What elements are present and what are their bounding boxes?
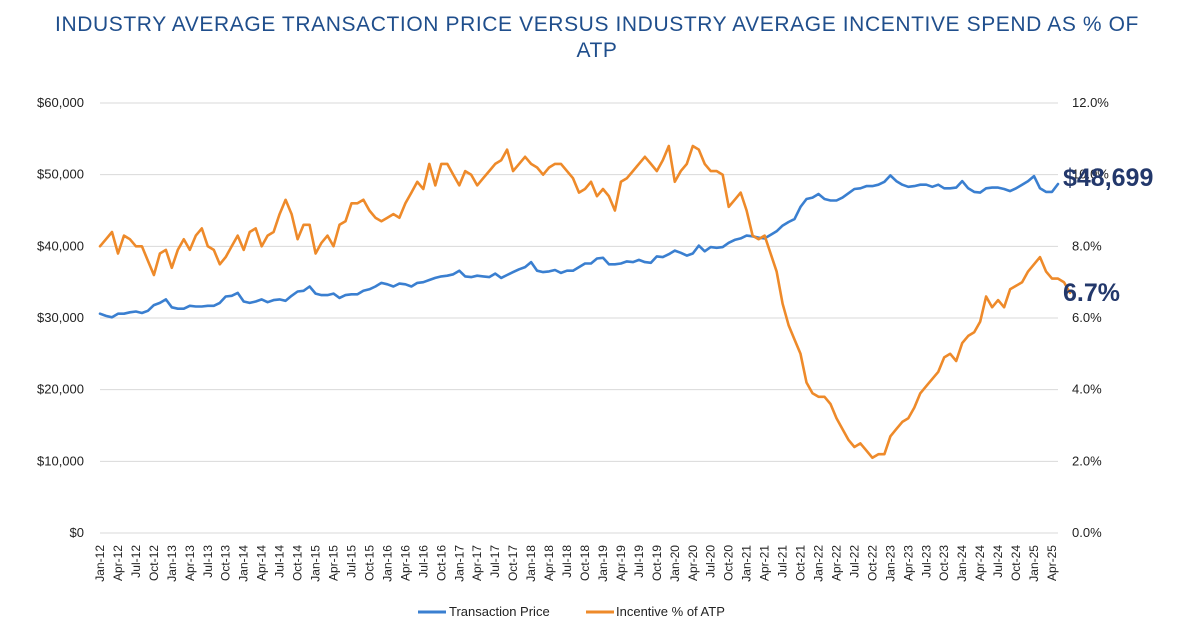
x-tick-label: Jan-14 (237, 545, 251, 582)
x-tick-label: Oct-19 (650, 545, 664, 581)
right-tick-label: 6.0% (1072, 310, 1102, 325)
x-tick-label: Oct-14 (291, 545, 305, 581)
x-tick-label: Apr-15 (327, 545, 341, 581)
transaction-price-line (98, 174, 1060, 319)
left-tick-label: $0 (70, 525, 84, 540)
x-tick-label: Jan-23 (883, 545, 897, 582)
x-tick-label: Jan-18 (524, 545, 538, 582)
x-tick-label: Jan-13 (165, 545, 179, 582)
left-tick-label: $60,000 (37, 95, 84, 110)
legend-label-incentive: Incentive % of ATP (616, 604, 725, 619)
x-tick-label: Oct-22 (865, 545, 879, 581)
x-tick-label: Jul-13 (201, 545, 215, 578)
x-tick-label: Oct-16 (434, 545, 448, 581)
left-tick-label: $40,000 (37, 238, 84, 253)
left-axis-ticks: $0 $10,000 $20,000 $30,000 $40,000 $50,000 $60… (37, 95, 84, 540)
x-tick-label: Oct-20 (722, 545, 736, 581)
x-tick-label: Apr-22 (829, 545, 843, 581)
x-tick-label: Oct-21 (794, 545, 808, 581)
x-tick-label: Jul-23 (919, 545, 933, 578)
x-tick-label: Apr-24 (973, 545, 987, 581)
x-tick-label: Jul-14 (273, 545, 287, 578)
right-tick-label: 2.0% (1072, 453, 1102, 468)
x-tick-label: Oct-24 (1009, 545, 1023, 581)
x-tick-label: Apr-20 (686, 545, 700, 581)
chart-title-line-1: INDUSTRY AVERAGE TRANSACTION PRICE VERSU… (55, 13, 1139, 36)
right-tick-label: 12.0% (1072, 95, 1109, 110)
x-tick-label: Jan-19 (596, 545, 610, 582)
x-tick-label: Apr-21 (758, 545, 772, 581)
x-tick-label: Jan-12 (93, 545, 107, 582)
x-tick-label: Jul-15 (344, 545, 358, 578)
x-tick-label: Apr-23 (901, 545, 915, 581)
right-tick-label: 0.0% (1072, 525, 1102, 540)
x-tick-label: Apr-25 (1045, 545, 1059, 581)
right-tick-label: 4.0% (1072, 382, 1102, 397)
x-tick-label: Apr-19 (614, 545, 628, 581)
x-tick-label: Jul-20 (704, 545, 718, 578)
x-tick-label: Jul-22 (847, 545, 861, 578)
x-tick-label: Oct-18 (578, 545, 592, 581)
legend: Transaction Price Incentive % of ATP (418, 604, 725, 619)
x-tick-label: Oct-23 (937, 545, 951, 581)
x-tick-label: Apr-12 (111, 545, 125, 581)
x-tick-label: Apr-18 (542, 545, 556, 581)
atp-callout-label: $48,699 (1063, 164, 1153, 192)
x-tick-label: Oct-15 (362, 545, 376, 581)
incentive-callout-label: 6.7% (1063, 279, 1120, 307)
legend-label-transaction-price: Transaction Price (449, 604, 550, 619)
x-tick-label: Jul-17 (488, 545, 502, 578)
right-tick-label: 8.0% (1072, 238, 1102, 253)
x-tick-label: Jan-25 (1027, 545, 1041, 582)
x-tick-label: Jan-21 (740, 545, 754, 582)
x-tick-label: Jul-16 (416, 545, 430, 578)
x-tick-label: Jul-12 (129, 545, 143, 578)
x-tick-label: Jul-19 (632, 545, 646, 578)
incentive-line (98, 144, 1072, 460)
x-tick-label: Apr-17 (470, 545, 484, 581)
left-tick-label: $30,000 (37, 310, 84, 325)
gridlines (100, 102, 1058, 534)
x-tick-label: Oct-13 (219, 545, 233, 581)
x-tick-label: Jul-21 (776, 545, 790, 578)
x-tick-label: Jan-20 (668, 545, 682, 582)
chart-title: INDUSTRY AVERAGE TRANSACTION PRICE VERSU… (0, 12, 1194, 64)
series-lines (98, 144, 1072, 460)
left-tick-label: $20,000 (37, 382, 84, 397)
x-tick-label: Jul-18 (560, 545, 574, 578)
x-tick-label: Jan-17 (452, 545, 466, 582)
x-tick-label: Jan-22 (812, 545, 826, 582)
left-tick-label: $10,000 (37, 453, 84, 468)
x-tick-label: Jan-16 (380, 545, 394, 582)
chart-title-line-2: ATP (576, 39, 618, 62)
x-tick-label: Apr-14 (255, 545, 269, 581)
right-tick-label: 10.0% (1072, 167, 1109, 182)
x-tick-label: Oct-12 (147, 545, 161, 581)
x-tick-label: Jul-24 (991, 545, 1005, 578)
x-tick-label: Jan-24 (955, 545, 969, 582)
right-axis-ticks: 0.0% 2.0% 4.0% 6.0% 8.0% 10.0% 12.0% (1072, 95, 1109, 540)
left-tick-label: $50,000 (37, 167, 84, 182)
x-tick-label: Apr-13 (183, 545, 197, 581)
x-tick-label: Apr-16 (398, 545, 412, 581)
x-axis-ticks: Jan-12 Apr-12 Jul-12 Oct-12 Jan-13 Apr-13 Jul-… (93, 545, 1059, 582)
x-tick-label: Jan-15 (309, 545, 323, 582)
x-tick-label: Oct-17 (506, 545, 520, 581)
